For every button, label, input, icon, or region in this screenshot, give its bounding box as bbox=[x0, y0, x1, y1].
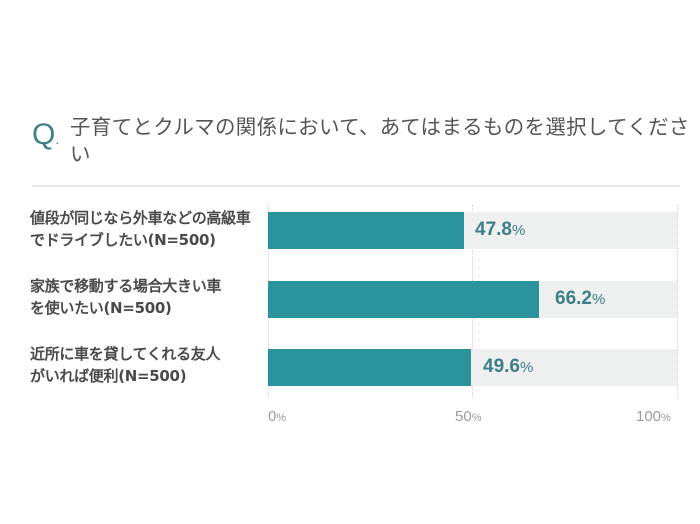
bar bbox=[268, 212, 464, 249]
value-label: 49.6% bbox=[483, 356, 534, 377]
value-label: 47.8% bbox=[475, 219, 526, 240]
category-label: 値段が同じなら外車などの高級車 でドライブしたい(N=500) bbox=[30, 209, 251, 249]
bar-track bbox=[268, 212, 677, 249]
bar bbox=[268, 281, 539, 318]
question-mark: Q. bbox=[32, 118, 60, 151]
gridline-100 bbox=[677, 205, 678, 397]
question-title: 子育てとクルマの関係において、あてはまるものを選択してください bbox=[70, 115, 690, 166]
category-label: 近所に車を貸してくれる友人 がいれば便利(N=500) bbox=[30, 345, 221, 385]
bar bbox=[268, 349, 471, 386]
x-tick-100: 100% bbox=[636, 408, 671, 425]
title-separator bbox=[32, 185, 680, 187]
category-label: 家族で移動する場合大きい車 を使いたい(N=500) bbox=[30, 277, 222, 317]
x-tick-0: 0% bbox=[268, 408, 287, 425]
bar-track bbox=[268, 281, 677, 318]
value-label: 66.2% bbox=[555, 288, 606, 309]
bar-track bbox=[268, 349, 677, 386]
x-tick-50: 50% bbox=[455, 408, 482, 425]
